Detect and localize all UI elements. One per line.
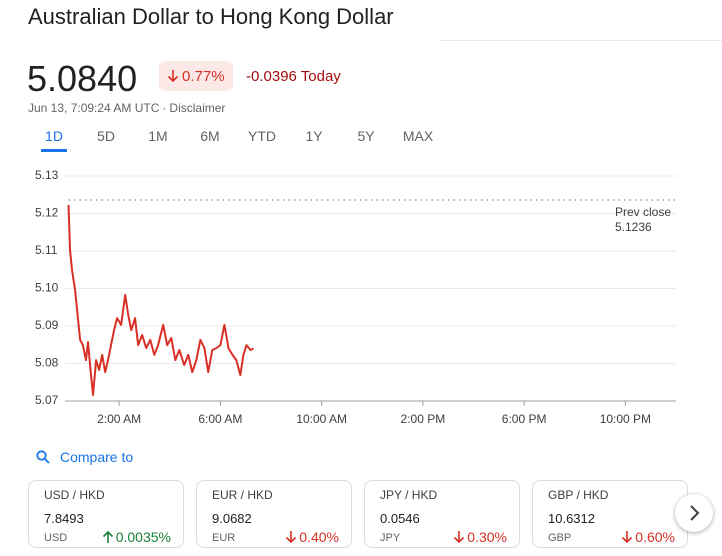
price-line: [67, 204, 254, 396]
range-tab[interactable]: 1M: [132, 128, 184, 150]
meta: Jun 13, 7:09:24 AM UTC · Disclaimer: [28, 101, 228, 115]
compare-card[interactable]: JPY / HKD 0.0546 JPY 0.30%: [364, 480, 520, 548]
arrow-icon: [286, 531, 297, 544]
disclaimer-link[interactable]: Disclaimer: [169, 101, 226, 115]
divider: [440, 40, 722, 41]
card-price: 9.0682: [212, 511, 252, 526]
arrow-icon: [622, 531, 633, 544]
chevron-icon: [690, 505, 700, 521]
x-tick-label: 6:00 AM: [198, 412, 242, 426]
x-tick-label: 10:00 AM: [296, 412, 347, 426]
card-code: GBP: [548, 532, 572, 544]
range-tab[interactable]: 1Y: [288, 128, 340, 150]
compare-label: Compare to: [60, 449, 134, 465]
card-pair: JPY / HKD: [380, 488, 438, 502]
range-tab-label: MAX: [402, 128, 434, 144]
card-price: 10.6312: [548, 511, 595, 526]
y-tick-label: 5.08: [35, 356, 59, 370]
prev-close-label: Prev close: [615, 205, 671, 219]
compare-card[interactable]: USD / HKD 7.8493 USD 0.0035%: [28, 480, 184, 548]
compare-card[interactable]: EUR / HKD 9.0682 EUR 0.40%: [196, 480, 352, 548]
y-tick-label: 5.07: [35, 393, 59, 407]
card-change: 0.60%: [621, 529, 675, 545]
range-tab-label: 6M: [200, 128, 220, 144]
card-change-value: 0.40%: [299, 529, 339, 545]
card-change: 0.0035%: [102, 529, 171, 545]
range-tab-label: 1M: [148, 128, 168, 144]
range-tab[interactable]: YTD: [236, 128, 288, 150]
range-tab-label: 1D: [41, 128, 67, 152]
x-tick-label: 2:00 PM: [401, 412, 446, 426]
arrow-icon: [167, 70, 179, 83]
range-tab[interactable]: MAX: [392, 128, 444, 150]
y-tick-label: 5.09: [35, 318, 59, 332]
next-button[interactable]: [675, 494, 713, 532]
card-change: 0.40%: [285, 529, 339, 545]
card-code: JPY: [380, 532, 401, 544]
compare-button[interactable]: Compare to: [36, 449, 133, 465]
card-change-value: 0.30%: [467, 529, 507, 545]
y-tick-label: 5.10: [35, 281, 59, 295]
title: Australian Dollar to Hong Kong Dollar: [28, 4, 394, 29]
range-tabs: 1D 5D 1M 6M YTD 1Y 5Y MAX: [28, 128, 444, 152]
y-tick-label: 5.13: [35, 168, 59, 182]
compare-card[interactable]: GBP / HKD 10.6312 GBP 0.60%: [532, 480, 688, 548]
x-tick-label: 6:00 PM: [502, 412, 547, 426]
range-tab-label: 5Y: [357, 128, 375, 144]
x-tick-label: 2:00 AM: [97, 412, 141, 426]
x-tick-label: 10:00 PM: [600, 412, 651, 426]
card-pair: USD / HKD: [44, 488, 105, 502]
arrow-icon: [102, 530, 113, 543]
range-tab-label: 1Y: [305, 128, 323, 144]
range-tab-label: 5D: [97, 128, 115, 144]
card-pair: GBP / HKD: [548, 488, 609, 502]
arrow-icon: [454, 531, 465, 544]
card-code: USD: [44, 532, 68, 544]
chart: 5.07 5.08 5.09 5.10 5.11 5.12 5.13 2:00 AM 6:00 …: [35, 168, 676, 426]
change-percent: 0.77%: [182, 67, 225, 85]
range-tab[interactable]: 1D: [28, 128, 80, 152]
card-change-value: 0.60%: [635, 529, 675, 545]
card-change: 0.30%: [453, 529, 507, 545]
timestamp: Jun 13, 7:09:24 AM UTC: [28, 101, 160, 115]
card-code: EUR: [212, 532, 236, 544]
change-badge: 0.77%: [159, 61, 233, 91]
range-tab-label: YTD: [248, 128, 276, 144]
y-tick-label: 5.12: [35, 206, 59, 220]
range-tab[interactable]: 6M: [184, 128, 236, 150]
search-icon: [36, 450, 50, 464]
card-pair: EUR / HKD: [212, 488, 273, 502]
change-today: -0.0396 Today: [246, 68, 341, 85]
prev-close-value: 5.1236: [615, 220, 652, 234]
range-tab[interactable]: 5Y: [340, 128, 392, 150]
range-tab[interactable]: 5D: [80, 128, 132, 150]
card-price: 0.0546: [380, 511, 420, 526]
card-price: 7.8493: [44, 511, 84, 526]
separator: ·: [162, 101, 167, 115]
price: 5.0840: [27, 58, 138, 99]
card-change-value: 0.0035%: [115, 529, 171, 545]
y-tick-label: 5.11: [35, 243, 58, 257]
